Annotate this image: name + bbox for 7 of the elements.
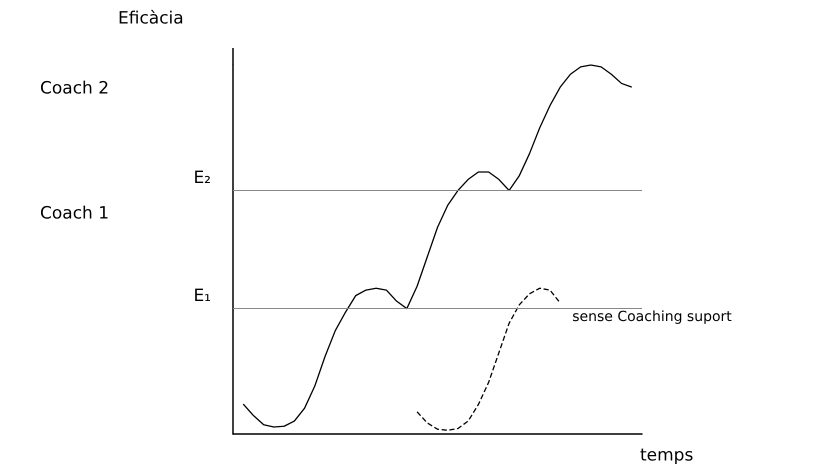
- ref-line-label: E₂: [193, 168, 211, 188]
- text: Coach 2: [40, 78, 110, 98]
- series-label: sense Coaching suport: [572, 309, 732, 326]
- y-axis-title: Eficàcia: [118, 8, 184, 28]
- text: Coach 1: [40, 204, 110, 224]
- x-axis-title: temps: [640, 446, 694, 466]
- ref-line-label: E₁: [193, 286, 211, 306]
